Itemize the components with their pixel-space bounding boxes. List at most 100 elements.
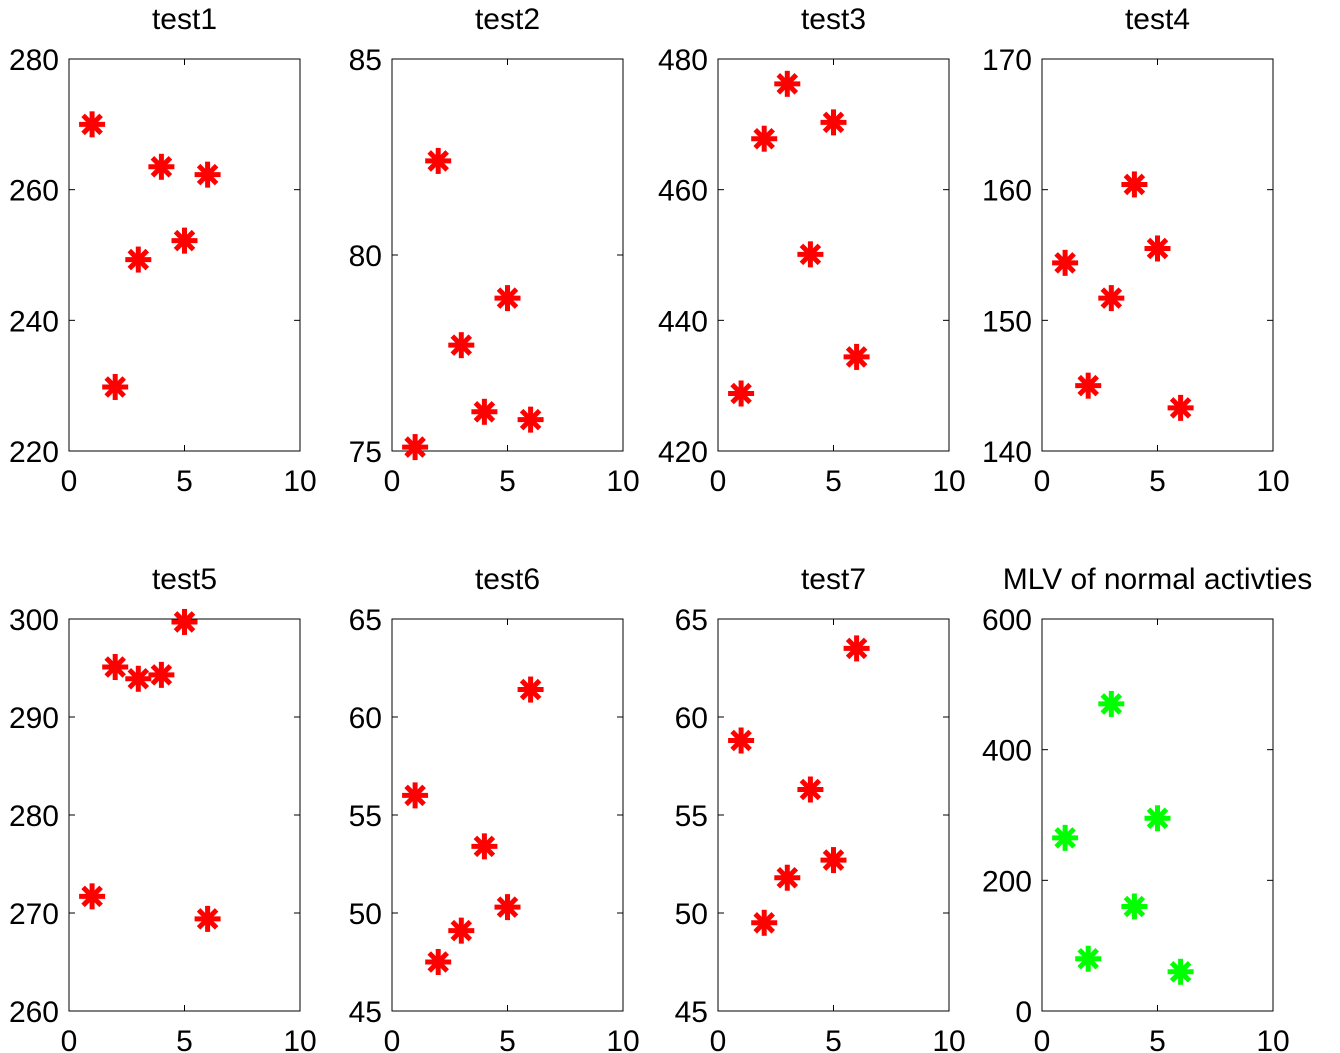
x-tick-label: 10 (606, 465, 639, 498)
y-tick-label: 170 (982, 44, 1032, 77)
x-tick-label: 5 (499, 1025, 516, 1053)
y-tick-label: 400 (982, 735, 1032, 768)
x-tick-label: 0 (710, 1025, 727, 1053)
x-tick-label: 5 (825, 465, 842, 498)
data-point (148, 153, 175, 180)
y-tick-label: 280 (9, 800, 59, 833)
x-tick-label: 0 (710, 465, 727, 498)
data-point (1098, 690, 1125, 717)
y-tick-label: 65 (675, 604, 708, 637)
x-tick-label: 5 (499, 465, 516, 498)
y-tick-label: 140 (982, 436, 1032, 469)
subplot-title: test1 (152, 3, 217, 36)
y-tick-label: 55 (675, 800, 708, 833)
data-point (797, 241, 824, 268)
x-tick-label: 0 (61, 1025, 78, 1053)
y-tick-label: 65 (349, 604, 382, 637)
data-point (402, 434, 429, 461)
y-tick-label: 150 (982, 305, 1032, 338)
x-tick-label: 10 (606, 1025, 639, 1053)
data-point (171, 227, 198, 254)
y-tick-label: 290 (9, 702, 59, 735)
subplot-8: MLV of normal activties 0 5 10 0 200 400 600 (982, 563, 1312, 1053)
y-tick-label: 55 (349, 800, 382, 833)
data-point (774, 70, 801, 97)
y-tick-label: 50 (349, 898, 382, 931)
y-tick-label: 85 (349, 44, 382, 77)
plot-area (391, 58, 624, 452)
y-tick-label: 440 (658, 305, 708, 338)
data-point (425, 949, 452, 975)
data-point (517, 676, 544, 703)
data-point (728, 380, 755, 407)
data-point (494, 285, 521, 312)
data-point (125, 665, 152, 692)
data-point (1121, 893, 1148, 920)
data-point (79, 883, 106, 910)
x-tick-label: 5 (1149, 465, 1166, 498)
y-tick-label: 260 (9, 996, 59, 1029)
data-point (1098, 285, 1125, 312)
data-point (1121, 171, 1148, 198)
y-tick-label: 220 (9, 436, 59, 469)
y-tick-label: 280 (9, 44, 59, 77)
y-tick-label: 0 (1015, 996, 1032, 1029)
data-point (728, 727, 755, 754)
subplot-6: test6 0 5 10 45 50 55 60 65 (349, 563, 640, 1053)
subplot-title: test2 (475, 3, 540, 36)
data-point (751, 125, 778, 152)
data-point (1167, 394, 1194, 421)
x-tick-label: 0 (384, 465, 401, 498)
y-tick-label: 270 (9, 898, 59, 931)
data-point (797, 776, 824, 803)
y-tick-label: 45 (675, 996, 708, 1029)
y-tick-label: 460 (658, 175, 708, 208)
subplot-2: test2 0 5 10 75 80 85 (349, 3, 640, 498)
x-tick-label: 5 (1149, 1025, 1166, 1053)
y-tick-label: 420 (658, 436, 708, 469)
data-point (843, 635, 870, 662)
y-tick-label: 260 (9, 175, 59, 208)
data-point (517, 406, 544, 433)
data-point (494, 894, 521, 921)
data-point (1144, 235, 1171, 262)
y-tick-label: 60 (349, 702, 382, 735)
x-tick-label: 0 (384, 1025, 401, 1053)
data-point (402, 782, 429, 809)
x-tick-label: 10 (932, 1025, 965, 1053)
y-tick-label: 160 (982, 175, 1032, 208)
data-point (1144, 805, 1171, 832)
subplot-title: test3 (801, 3, 866, 36)
data-point (820, 847, 847, 874)
data-point (1052, 249, 1079, 276)
y-tick-label: 200 (982, 865, 1032, 898)
y-tick-label: 300 (9, 604, 59, 637)
plot-area (391, 618, 624, 1012)
data-point (471, 833, 498, 860)
data-point (171, 608, 198, 635)
x-tick-label: 0 (1034, 465, 1051, 498)
y-tick-label: 75 (349, 436, 382, 469)
plot-area (68, 618, 301, 1012)
x-tick-label: 10 (283, 1025, 316, 1053)
data-point (751, 909, 778, 936)
y-tick-label: 60 (675, 702, 708, 735)
subplot-title: test7 (801, 563, 866, 596)
subplot-7: test7 0 5 10 45 50 55 60 65 (675, 563, 966, 1053)
data-point (125, 246, 152, 273)
subplot-1: test1 0 5 10 220 240 260 280 (9, 3, 317, 498)
plot-area (717, 618, 950, 1012)
data-point (471, 398, 498, 425)
x-tick-label: 10 (283, 465, 316, 498)
data-point (1052, 824, 1079, 851)
subplot-title: MLV of normal activties (1003, 563, 1313, 596)
x-tick-label: 5 (825, 1025, 842, 1053)
x-tick-label: 5 (176, 1025, 193, 1053)
data-point (148, 661, 175, 688)
data-point (820, 109, 847, 136)
data-point (102, 654, 129, 681)
x-tick-label: 10 (1256, 1025, 1289, 1053)
data-point (194, 161, 221, 188)
subplot-4: test4 0 5 10 140 150 160 170 (982, 3, 1290, 498)
